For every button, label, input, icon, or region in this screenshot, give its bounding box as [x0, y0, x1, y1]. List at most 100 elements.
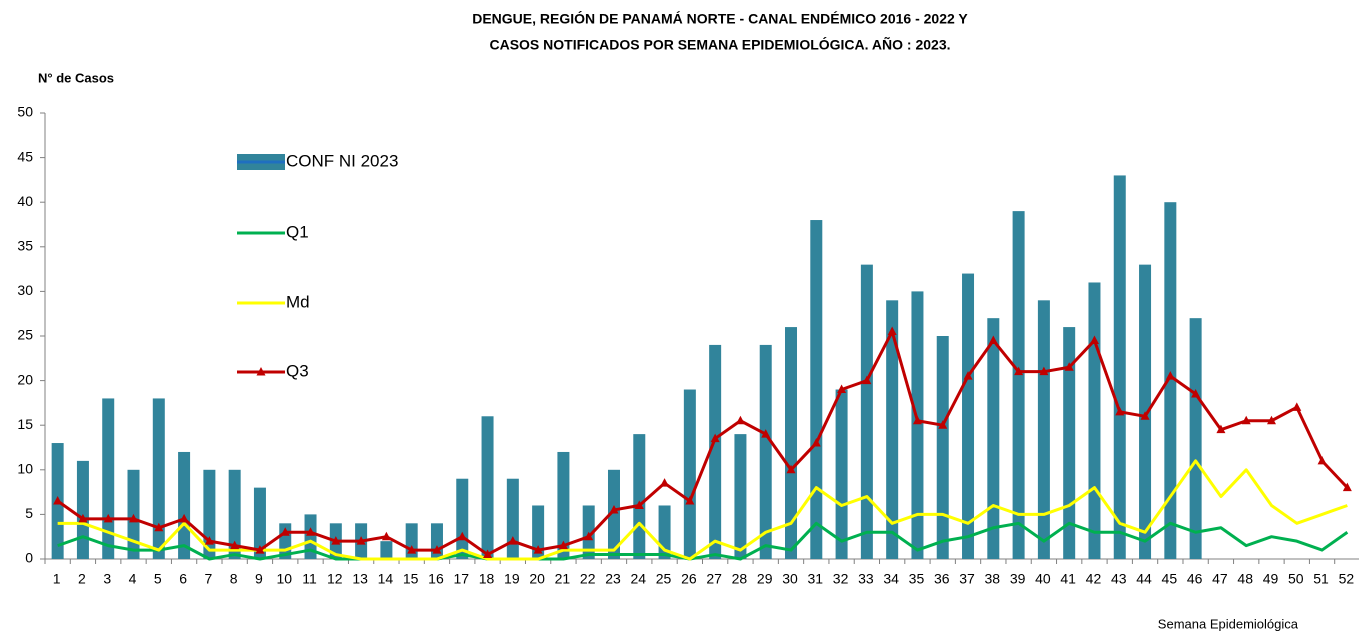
- bar: [810, 220, 823, 560]
- x-tick-label: 37: [959, 571, 975, 587]
- x-tick-label: 2: [78, 571, 86, 587]
- marker: [407, 545, 417, 554]
- x-tick-label: 1: [53, 571, 61, 587]
- x-tick-label: 25: [656, 571, 672, 587]
- marker: [912, 415, 922, 425]
- marker: [735, 415, 745, 425]
- x-tick-label: 6: [179, 571, 187, 587]
- marker: [584, 531, 594, 541]
- x-tick-label: 16: [428, 571, 444, 587]
- bar: [253, 487, 266, 559]
- bar: [506, 478, 519, 559]
- x-tick-label: 33: [858, 571, 874, 587]
- x-tick-label: 14: [378, 571, 394, 587]
- x-tick-label: 5: [154, 571, 162, 587]
- x-tick-label: 21: [555, 571, 571, 587]
- marker: [786, 464, 796, 474]
- x-tick-label: 48: [1237, 571, 1253, 587]
- marker: [1014, 366, 1024, 376]
- marker: [938, 420, 948, 429]
- x-tick-label: 9: [255, 571, 263, 587]
- y-tick-label: 10: [17, 461, 33, 477]
- bar: [228, 469, 241, 559]
- bar: [1088, 282, 1101, 559]
- line-q1: [57, 521, 1349, 561]
- marker: [963, 371, 973, 380]
- x-tick-label: 50: [1288, 571, 1304, 587]
- bar: [987, 318, 1000, 559]
- bar: [380, 541, 393, 559]
- marker: [179, 513, 189, 523]
- legend-label: Q1: [286, 222, 309, 241]
- x-tick-label: 26: [681, 571, 697, 587]
- x-tick-label: 42: [1086, 571, 1102, 587]
- x-axis-title: Semana Epidemiológica: [1158, 616, 1299, 631]
- x-tick-label: 15: [403, 571, 419, 587]
- x-tick-label: 23: [605, 571, 621, 587]
- bar: [405, 523, 418, 559]
- x-tick-label: 13: [352, 571, 368, 587]
- x-tick-label: 27: [706, 571, 722, 587]
- legend-swatch: [256, 367, 266, 376]
- marker: [685, 496, 695, 505]
- marker: [230, 540, 240, 550]
- x-tick-label: 24: [630, 571, 646, 587]
- x-tick-label: 32: [833, 571, 849, 587]
- bar: [633, 434, 646, 559]
- marker: [432, 545, 442, 554]
- marker: [862, 375, 872, 385]
- y-tick-label: 20: [17, 371, 33, 387]
- marker: [1140, 411, 1150, 420]
- bar: [785, 327, 798, 559]
- bar: [1164, 202, 1177, 559]
- marker: [710, 433, 720, 443]
- x-tick-label: 7: [204, 571, 212, 587]
- marker: [609, 504, 619, 514]
- bar: [481, 416, 494, 559]
- x-tick-label: 44: [1136, 571, 1152, 587]
- marker: [280, 527, 290, 536]
- x-tick-label: 12: [327, 571, 343, 587]
- y-tick-label: 5: [25, 505, 33, 521]
- y-tick-label: 0: [25, 550, 33, 566]
- bar: [709, 344, 722, 559]
- marker: [837, 384, 847, 394]
- y-tick-label: 15: [17, 416, 33, 432]
- marker: [558, 540, 568, 550]
- x-tick-label: 35: [909, 571, 925, 587]
- marker: [457, 531, 467, 541]
- y-tick-label: 50: [17, 104, 33, 120]
- y-tick-label: 25: [17, 327, 33, 343]
- y-axis-title: N° de Casos: [38, 70, 114, 85]
- marker: [1115, 406, 1125, 416]
- bar: [430, 523, 443, 559]
- legend-label: Md: [286, 292, 310, 311]
- y-tick-label: 45: [17, 148, 33, 164]
- bar: [962, 273, 975, 559]
- marker: [1191, 388, 1201, 398]
- x-tick-label: 36: [934, 571, 950, 587]
- bar: [683, 389, 696, 559]
- x-tick-label: 22: [580, 571, 596, 587]
- marker: [1241, 415, 1251, 425]
- x-tick-label: 3: [103, 571, 111, 587]
- marker: [1342, 482, 1352, 492]
- x-tick-label: 20: [529, 571, 545, 587]
- bar: [304, 514, 317, 559]
- x-tick-label: 46: [1187, 571, 1203, 587]
- legend-label: Q3: [286, 361, 309, 380]
- x-tick-label: 47: [1212, 571, 1228, 587]
- chart-title: CASOS NOTIFICADOS POR SEMANA EPIDEMIOLÓG…: [489, 36, 950, 53]
- marker: [129, 513, 139, 523]
- bar: [76, 460, 89, 559]
- marker: [1064, 362, 1074, 371]
- bar: [936, 336, 949, 559]
- y-tick-label: 30: [17, 282, 33, 298]
- marker: [887, 326, 897, 336]
- x-tick-label: 45: [1162, 571, 1178, 587]
- marker: [1266, 415, 1276, 425]
- bar: [860, 264, 873, 559]
- x-tick-label: 52: [1339, 571, 1355, 587]
- x-tick-label: 18: [479, 571, 495, 587]
